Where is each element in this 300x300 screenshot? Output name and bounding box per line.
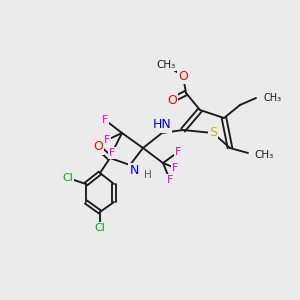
Text: CH₃: CH₃ <box>254 150 273 160</box>
Text: O: O <box>93 140 103 154</box>
Text: HN: HN <box>153 118 171 131</box>
Text: CH₃: CH₃ <box>264 93 282 103</box>
Text: CH₃: CH₃ <box>156 60 176 70</box>
Text: O: O <box>178 70 188 83</box>
Text: S: S <box>209 127 217 140</box>
Text: N: N <box>129 164 139 176</box>
Text: Cl: Cl <box>94 223 105 233</box>
Text: Cl: Cl <box>63 173 74 183</box>
Text: H: H <box>144 170 152 180</box>
Text: O: O <box>167 94 177 106</box>
Text: F: F <box>102 115 108 125</box>
Text: F: F <box>167 175 173 185</box>
Text: F: F <box>172 163 178 173</box>
Text: F: F <box>175 147 181 157</box>
Text: F: F <box>109 148 115 158</box>
Text: F: F <box>104 135 110 145</box>
